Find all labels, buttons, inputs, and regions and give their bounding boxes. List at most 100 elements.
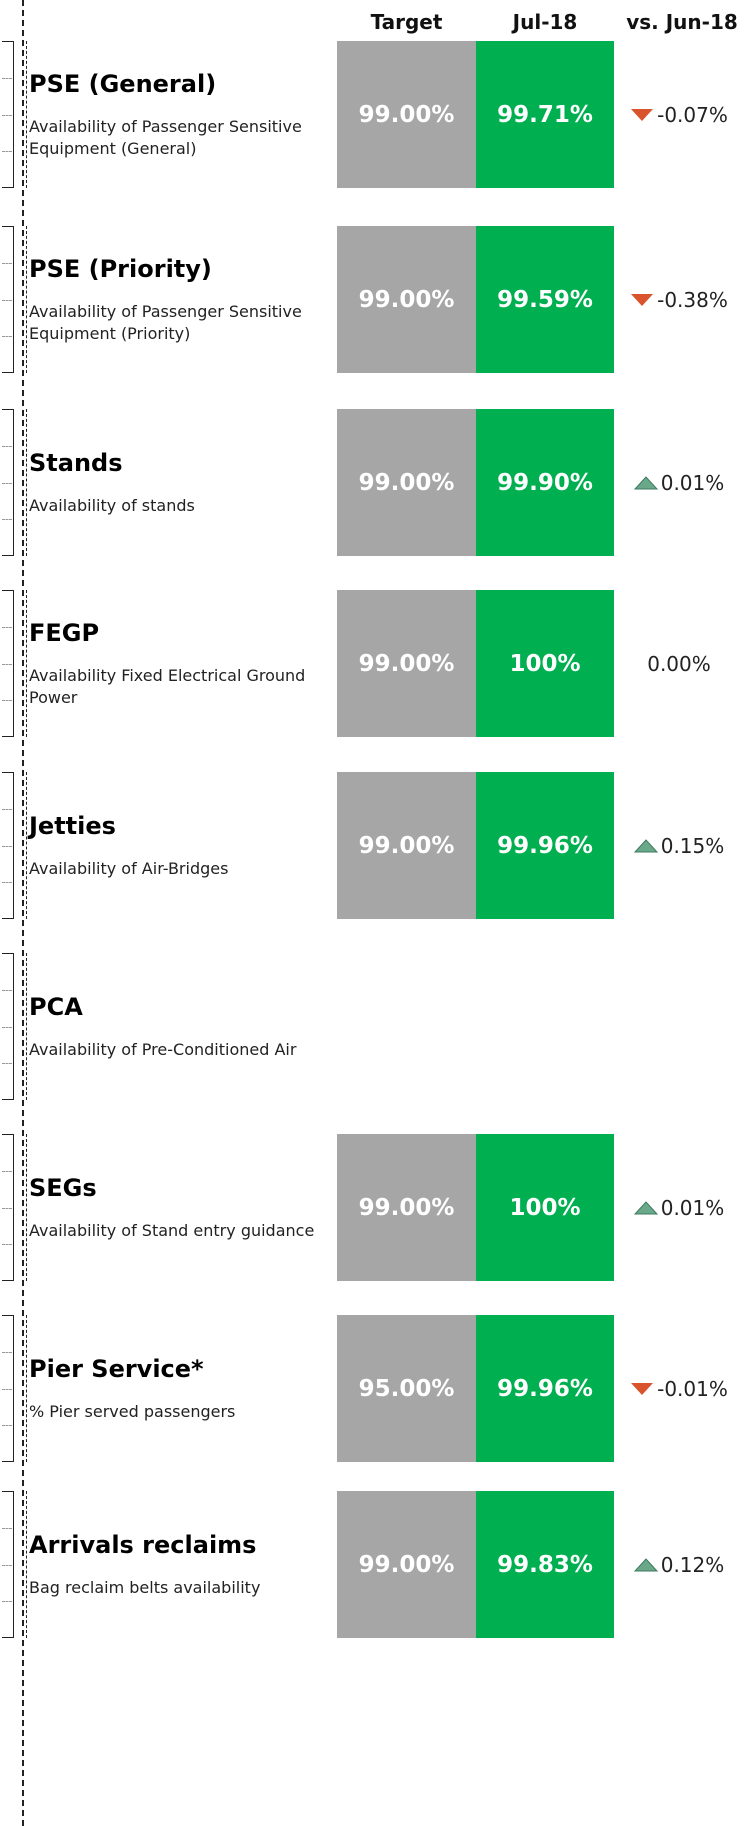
actual-value: 100% bbox=[476, 1134, 614, 1281]
tick bbox=[2, 700, 12, 701]
change: 0.15% bbox=[616, 772, 742, 919]
column-header: Target bbox=[370, 10, 443, 34]
change-value: 0.12% bbox=[660, 1552, 725, 1577]
target-value: 99.00% bbox=[337, 590, 476, 737]
tick bbox=[2, 1425, 12, 1426]
label: Jetties Availability of Air-Bridges bbox=[26, 772, 326, 919]
tick bbox=[2, 483, 12, 484]
actual-value: 99.96% bbox=[476, 772, 614, 919]
tick bbox=[2, 115, 12, 116]
tick bbox=[2, 1208, 12, 1209]
metric-description: Availability Fixed Electrical Ground Pow… bbox=[29, 665, 306, 707]
divider bbox=[22, 0, 24, 1826]
actual-value: 99.96% bbox=[476, 1315, 614, 1462]
change-value: -0.01% bbox=[657, 1376, 728, 1401]
tick bbox=[2, 1027, 12, 1028]
tick bbox=[2, 627, 12, 628]
actual-value: 100% bbox=[476, 590, 614, 737]
tick bbox=[2, 300, 12, 301]
change-value: 0.15% bbox=[660, 833, 725, 858]
metric-name: FEGP bbox=[29, 618, 100, 647]
actual-value: 99.59% bbox=[476, 226, 614, 373]
tick bbox=[2, 1244, 12, 1245]
metric-name: Jetties bbox=[29, 811, 116, 840]
trend-arrow bbox=[631, 293, 654, 306]
bracket bbox=[2, 1315, 14, 1462]
target-value: 99.00% bbox=[337, 41, 476, 188]
metric-name: Pier Service* bbox=[29, 1354, 204, 1383]
tick bbox=[2, 519, 12, 520]
tick bbox=[2, 1601, 12, 1602]
bracket bbox=[2, 226, 14, 373]
bracket bbox=[2, 953, 14, 1100]
tick bbox=[2, 1063, 12, 1064]
row: Arrivals reclaims Bag reclaim belts avail… bbox=[0, 1491, 748, 1638]
trend-arrow bbox=[631, 1382, 654, 1395]
tick bbox=[2, 1565, 12, 1566]
trend-arrow bbox=[631, 108, 654, 121]
tick bbox=[2, 263, 12, 264]
row: PSE (General) Availability of Passenger S… bbox=[0, 41, 748, 188]
tick bbox=[2, 78, 12, 79]
row: PSE (Priority) Availability of Passenger … bbox=[0, 226, 748, 373]
trend-arrow bbox=[633, 1557, 658, 1571]
label: Stands Availability of stands bbox=[26, 409, 326, 556]
label: PSE (Priority) Availability of Passenger … bbox=[26, 226, 326, 373]
metric-name: SEGs bbox=[29, 1173, 97, 1202]
label: Arrivals reclaims Bag reclaim belts avail… bbox=[26, 1491, 326, 1638]
change-value: 0.00% bbox=[647, 651, 711, 676]
change: 0.12% bbox=[616, 1491, 742, 1638]
label: Pier Service* % Pier served passengers bbox=[26, 1315, 326, 1462]
target-value: 99.00% bbox=[337, 772, 476, 919]
tick bbox=[2, 336, 12, 337]
actual-value: 99.71% bbox=[476, 41, 614, 188]
row: Pier Service* % Pier served passengers 95.… bbox=[0, 1315, 748, 1462]
row: Jetties Availability of Air-Bridges 99.00%… bbox=[0, 772, 748, 919]
tick bbox=[2, 1352, 12, 1353]
metric-name: Arrivals reclaims bbox=[29, 1530, 257, 1559]
change-value: -0.38% bbox=[657, 287, 728, 312]
row: FEGP Availability Fixed Electrical Ground… bbox=[0, 590, 748, 737]
target-value: 99.00% bbox=[337, 1491, 476, 1638]
target-value: 99.00% bbox=[337, 1134, 476, 1281]
metric-name: Stands bbox=[29, 448, 123, 477]
label: PCA Availability of Pre-Conditioned Air bbox=[26, 953, 326, 1100]
tick bbox=[2, 151, 12, 152]
metric-description: Availability of Air-Bridges bbox=[29, 858, 229, 878]
row: Stands Availability of stands 99.00% 99.90%… bbox=[0, 409, 748, 556]
metric-description: Availability of Passenger Sensitive Equi… bbox=[29, 116, 302, 158]
arrow-shape bbox=[631, 293, 654, 306]
metric-description: Availability of stands bbox=[29, 495, 195, 515]
tick bbox=[2, 882, 12, 883]
target-value: 99.00% bbox=[337, 409, 476, 556]
label: FEGP Availability Fixed Electrical Ground… bbox=[26, 590, 326, 737]
tick bbox=[2, 990, 12, 991]
bracket bbox=[2, 41, 14, 188]
tick bbox=[2, 446, 12, 447]
arrow-shape bbox=[633, 838, 658, 852]
tick bbox=[2, 846, 12, 847]
metric-name: PCA bbox=[29, 992, 83, 1021]
actual-value: 99.83% bbox=[476, 1491, 614, 1638]
arrow-shape bbox=[633, 1200, 658, 1214]
arrow-shape bbox=[631, 1382, 654, 1395]
actual-value: 99.90% bbox=[476, 409, 614, 556]
tick bbox=[2, 1171, 12, 1172]
metric-name: PSE (Priority) bbox=[29, 254, 212, 283]
metric-description: Bag reclaim belts availability bbox=[29, 1577, 261, 1597]
row: PCA Availability of Pre-Conditioned Air bbox=[0, 953, 748, 1100]
metric-description: Availability of Passenger Sensitive Equi… bbox=[29, 301, 302, 343]
change: -0.01% bbox=[616, 1315, 742, 1462]
target-value: 95.00% bbox=[337, 1315, 476, 1462]
label: SEGs Availability of Stand entry guidance bbox=[26, 1134, 326, 1281]
tick bbox=[2, 1528, 12, 1529]
arrow-shape bbox=[633, 475, 658, 489]
metric-description: % Pier served passengers bbox=[29, 1401, 236, 1421]
metric-description: Availability of Pre-Conditioned Air bbox=[29, 1039, 297, 1059]
target-value: 99.00% bbox=[337, 226, 476, 373]
change: 0.00% bbox=[616, 590, 742, 737]
bracket bbox=[2, 409, 14, 556]
trend-arrow bbox=[633, 475, 658, 489]
change: -0.38% bbox=[616, 226, 742, 373]
